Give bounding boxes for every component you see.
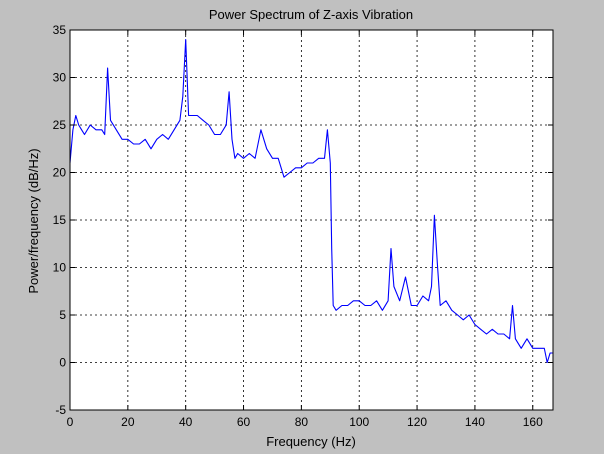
y-axis-label: Power/frequency (dB/Hz): [26, 148, 41, 293]
x-tick-labels: 0 20 40 60 80 100 120 140 160: [67, 415, 543, 429]
x-tick-label: 0: [67, 415, 74, 429]
x-tick-label: 120: [407, 415, 427, 429]
y-tick-label: 5: [59, 308, 66, 322]
grid-lines: [70, 30, 553, 410]
y-tick-label: 30: [53, 71, 67, 85]
y-tick-label: 20: [53, 166, 67, 180]
y-tick-label: 10: [53, 261, 67, 275]
x-tick-label: 20: [121, 415, 135, 429]
y-tick-labels: -5 0 5 10 15 20 25 30 35: [53, 23, 67, 417]
x-tick-label: 80: [295, 415, 309, 429]
x-tick-label: 100: [349, 415, 369, 429]
x-tick-label: 160: [523, 415, 543, 429]
y-tick-label: 15: [53, 213, 67, 227]
y-tick-label: 35: [53, 23, 67, 37]
chart-title: Power Spectrum of Z-axis Vibration: [209, 7, 413, 22]
series-line: [69, 38, 553, 364]
x-axis-label: Frequency (Hz): [266, 434, 356, 449]
y-tick-label: -5: [55, 403, 66, 417]
x-tick-label: 40: [179, 415, 193, 429]
y-tick-label: 0: [59, 356, 66, 370]
x-tick-label: 60: [237, 415, 251, 429]
tick-marks: [69, 29, 553, 411]
y-tick-label: 25: [53, 118, 67, 132]
x-tick-label: 140: [465, 415, 485, 429]
